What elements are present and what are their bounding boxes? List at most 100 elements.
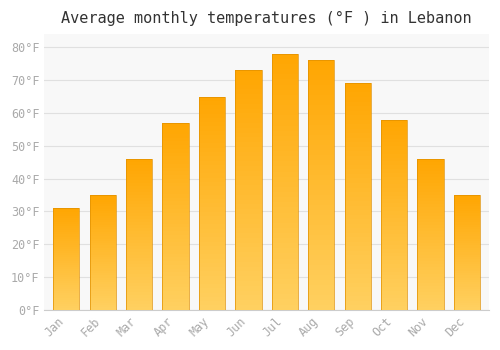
Bar (236, 286, 262, 290)
Bar (53, 247, 80, 249)
Bar (344, 188, 371, 192)
Bar (162, 209, 188, 212)
Bar (344, 256, 371, 260)
Bar (381, 139, 407, 142)
Bar (308, 145, 334, 150)
Bar (162, 284, 188, 287)
Bar (199, 118, 225, 122)
Bar (162, 295, 188, 299)
Bar (454, 223, 480, 225)
Bar (454, 220, 480, 223)
Bar (381, 165, 407, 169)
Bar (308, 195, 334, 200)
Bar (90, 259, 116, 261)
Bar (344, 151, 371, 156)
Bar (344, 133, 371, 138)
Bar (199, 114, 225, 118)
Bar (272, 300, 298, 304)
Bar (90, 204, 116, 206)
Bar (381, 127, 407, 131)
Bar (344, 165, 371, 169)
Bar (90, 303, 116, 305)
Bar (454, 271, 480, 273)
Bar (162, 261, 188, 265)
Bar (272, 223, 298, 228)
Bar (162, 145, 188, 149)
Bar (418, 189, 444, 192)
Bar (381, 146, 407, 150)
Bar (126, 168, 152, 171)
Bar (236, 204, 262, 209)
Bar (418, 282, 444, 286)
Bar (308, 115, 334, 120)
Bar (90, 206, 116, 209)
Bar (381, 142, 407, 146)
Bar (418, 265, 444, 267)
Bar (418, 276, 444, 280)
Bar (272, 136, 298, 141)
Bar (418, 177, 444, 180)
Bar (126, 250, 152, 252)
Bar (272, 59, 298, 64)
Bar (344, 97, 371, 101)
Bar (236, 113, 262, 118)
Bar (162, 123, 188, 126)
Bar (308, 215, 334, 220)
Bar (126, 273, 152, 276)
Bar (344, 228, 371, 233)
Bar (199, 152, 225, 156)
Bar (90, 282, 116, 285)
Bar (308, 275, 334, 280)
Bar (53, 302, 80, 303)
Bar (381, 272, 407, 275)
Bar (162, 175, 188, 179)
Bar (344, 120, 371, 124)
Bar (236, 133, 262, 137)
Bar (90, 254, 116, 257)
Bar (90, 257, 116, 259)
Bar (236, 233, 262, 238)
Bar (381, 119, 407, 123)
Bar (126, 207, 152, 210)
Bar (90, 220, 116, 223)
Bar (272, 141, 298, 146)
Bar (236, 190, 262, 195)
Bar (126, 256, 152, 258)
Bar (126, 286, 152, 289)
Bar (308, 120, 334, 125)
Bar (53, 216, 80, 218)
Bar (381, 199, 407, 203)
Bar (454, 296, 480, 298)
Bar (162, 246, 188, 250)
Bar (53, 210, 80, 212)
Bar (454, 285, 480, 287)
Bar (344, 174, 371, 178)
Bar (162, 239, 188, 243)
Bar (162, 280, 188, 284)
Bar (418, 292, 444, 295)
Bar (236, 176, 262, 181)
Bar (90, 305, 116, 307)
Bar (454, 287, 480, 289)
Bar (344, 178, 371, 183)
Bar (162, 183, 188, 186)
Bar (344, 233, 371, 237)
Bar (162, 186, 188, 190)
Bar (381, 192, 407, 196)
Bar (381, 298, 407, 302)
Bar (381, 173, 407, 176)
Bar (381, 279, 407, 283)
Bar (53, 295, 80, 298)
Bar (418, 280, 444, 282)
Bar (381, 226, 407, 230)
Bar (126, 162, 152, 165)
Bar (90, 250, 116, 252)
Bar (272, 243, 298, 248)
Bar (199, 306, 225, 310)
Bar (272, 182, 298, 187)
Bar (199, 259, 225, 263)
Bar (344, 260, 371, 265)
Bar (308, 160, 334, 165)
Bar (53, 234, 80, 237)
Bar (308, 250, 334, 255)
